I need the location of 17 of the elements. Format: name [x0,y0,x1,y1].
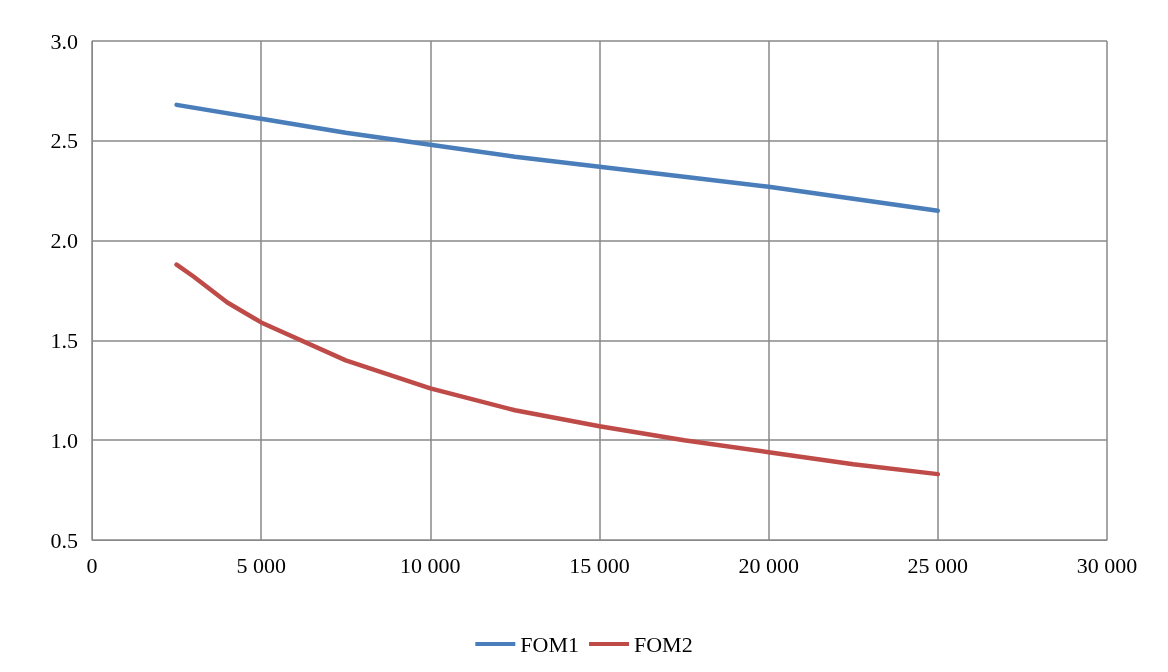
x-tick-label: 25 000 [907,552,969,578]
y-tick-label: 2.0 [50,228,78,254]
x-tick-label: 10 000 [400,552,461,578]
x-tick-label: 5 000 [236,552,286,578]
legend-label: FOM1 [520,631,579,657]
y-tick-label: 3.0 [50,28,78,54]
line-series [174,102,941,213]
legend-label: FOM2 [634,631,693,657]
x-tick-label: 15 000 [569,552,630,578]
y-tick-label: 0.5 [50,527,78,553]
x-tick-label: 20 000 [738,552,799,578]
y-tick-label: 1.0 [50,427,78,453]
line-series [174,262,941,477]
x-tick-label: 30 000 [1076,552,1138,578]
y-tick-label: 2.5 [50,128,78,154]
x-tick-label: 0 [86,552,98,578]
y-tick-label: 1.5 [50,327,78,353]
